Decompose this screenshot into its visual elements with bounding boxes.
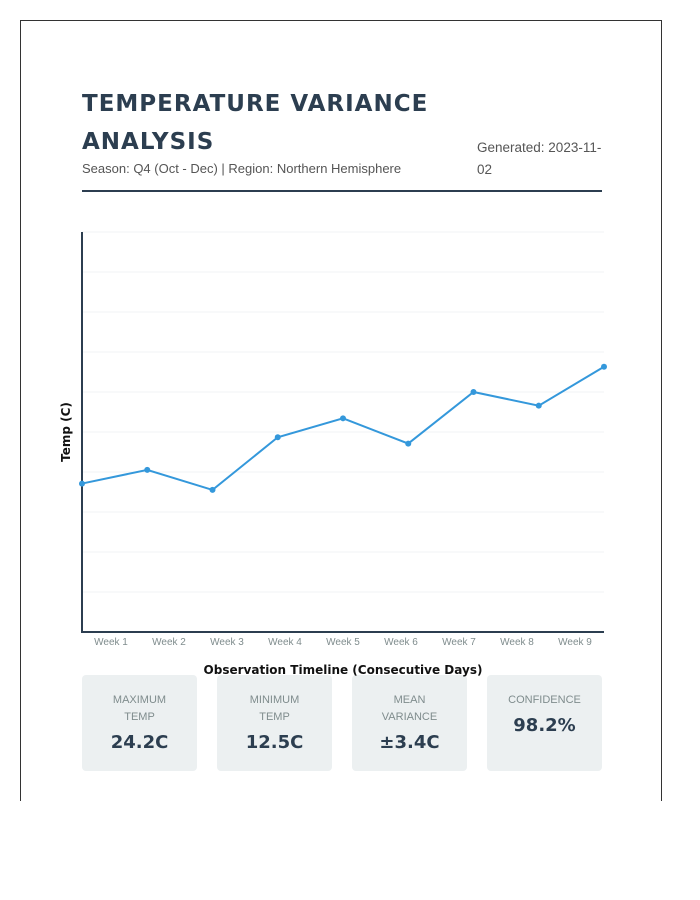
x-tick-label: Week 9 bbox=[558, 637, 592, 648]
stat-label: MEAN VARIANCE bbox=[381, 694, 438, 723]
stat-value: 24.2C bbox=[110, 732, 169, 753]
stat-value: 98.2% bbox=[513, 715, 576, 736]
stat-value: 12.5C bbox=[245, 732, 304, 753]
series-line bbox=[81, 365, 605, 492]
report-page: TEMPERATURE VARIANCE ANALYSIS Season: Q4… bbox=[20, 20, 662, 801]
stat-card-confidence: CONFIDENCE 98.2% bbox=[487, 675, 602, 771]
header-divider bbox=[82, 190, 602, 192]
generated-date: Generated: 2023-11-02 bbox=[477, 140, 602, 177]
x-axis-label: Observation Timeline (Consecutive Days) bbox=[204, 663, 483, 677]
stat-card-variance: MEAN VARIANCE ±3.4C bbox=[352, 675, 467, 771]
stat-value: ±3.4C bbox=[379, 732, 440, 753]
x-tick-label: Week 3 bbox=[210, 637, 244, 648]
data-point bbox=[274, 434, 281, 441]
stat-card-max: MAXIMUM TEMP 24.2C bbox=[82, 675, 197, 771]
gridlines bbox=[82, 231, 604, 593]
x-tick-label: Week 7 bbox=[442, 637, 476, 648]
data-point bbox=[405, 440, 412, 447]
data-point bbox=[601, 363, 607, 370]
report-subtitle: Season: Q4 (Oct - Dec) | Region: Norther… bbox=[82, 161, 402, 176]
temperature-line-chart: Week 1 Week 2 Week 3 Week 4 Week 5 Week 6 Week… bbox=[59, 231, 607, 677]
data-point bbox=[340, 415, 346, 422]
x-tick-label: Week 5 bbox=[326, 637, 360, 648]
data-point bbox=[144, 466, 151, 473]
x-tick-label: Week 2 bbox=[152, 637, 186, 648]
stat-card-min: MINIMUM TEMP 12.5C bbox=[217, 675, 332, 771]
x-tick-label: Week 8 bbox=[500, 637, 534, 648]
data-point bbox=[209, 486, 216, 493]
x-tick-label: Week 6 bbox=[384, 637, 418, 648]
x-tick-label: Week 4 bbox=[268, 637, 302, 648]
data-point bbox=[535, 402, 542, 409]
stat-label: MAXIMUM TEMP bbox=[112, 694, 167, 723]
y-axis-label: Temp (C) bbox=[59, 402, 73, 462]
data-point bbox=[79, 480, 85, 487]
x-tick-label: Week 1 bbox=[94, 637, 128, 648]
stat-label: CONFIDENCE bbox=[508, 694, 581, 706]
page-title: TEMPERATURE VARIANCE ANALYSIS bbox=[82, 91, 429, 155]
data-point bbox=[470, 389, 477, 395]
stat-label: MINIMUM TEMP bbox=[249, 694, 300, 723]
stats-row: MAXIMUM TEMP 24.2C MINIMUM TEMP 12.5C ME… bbox=[82, 675, 602, 771]
